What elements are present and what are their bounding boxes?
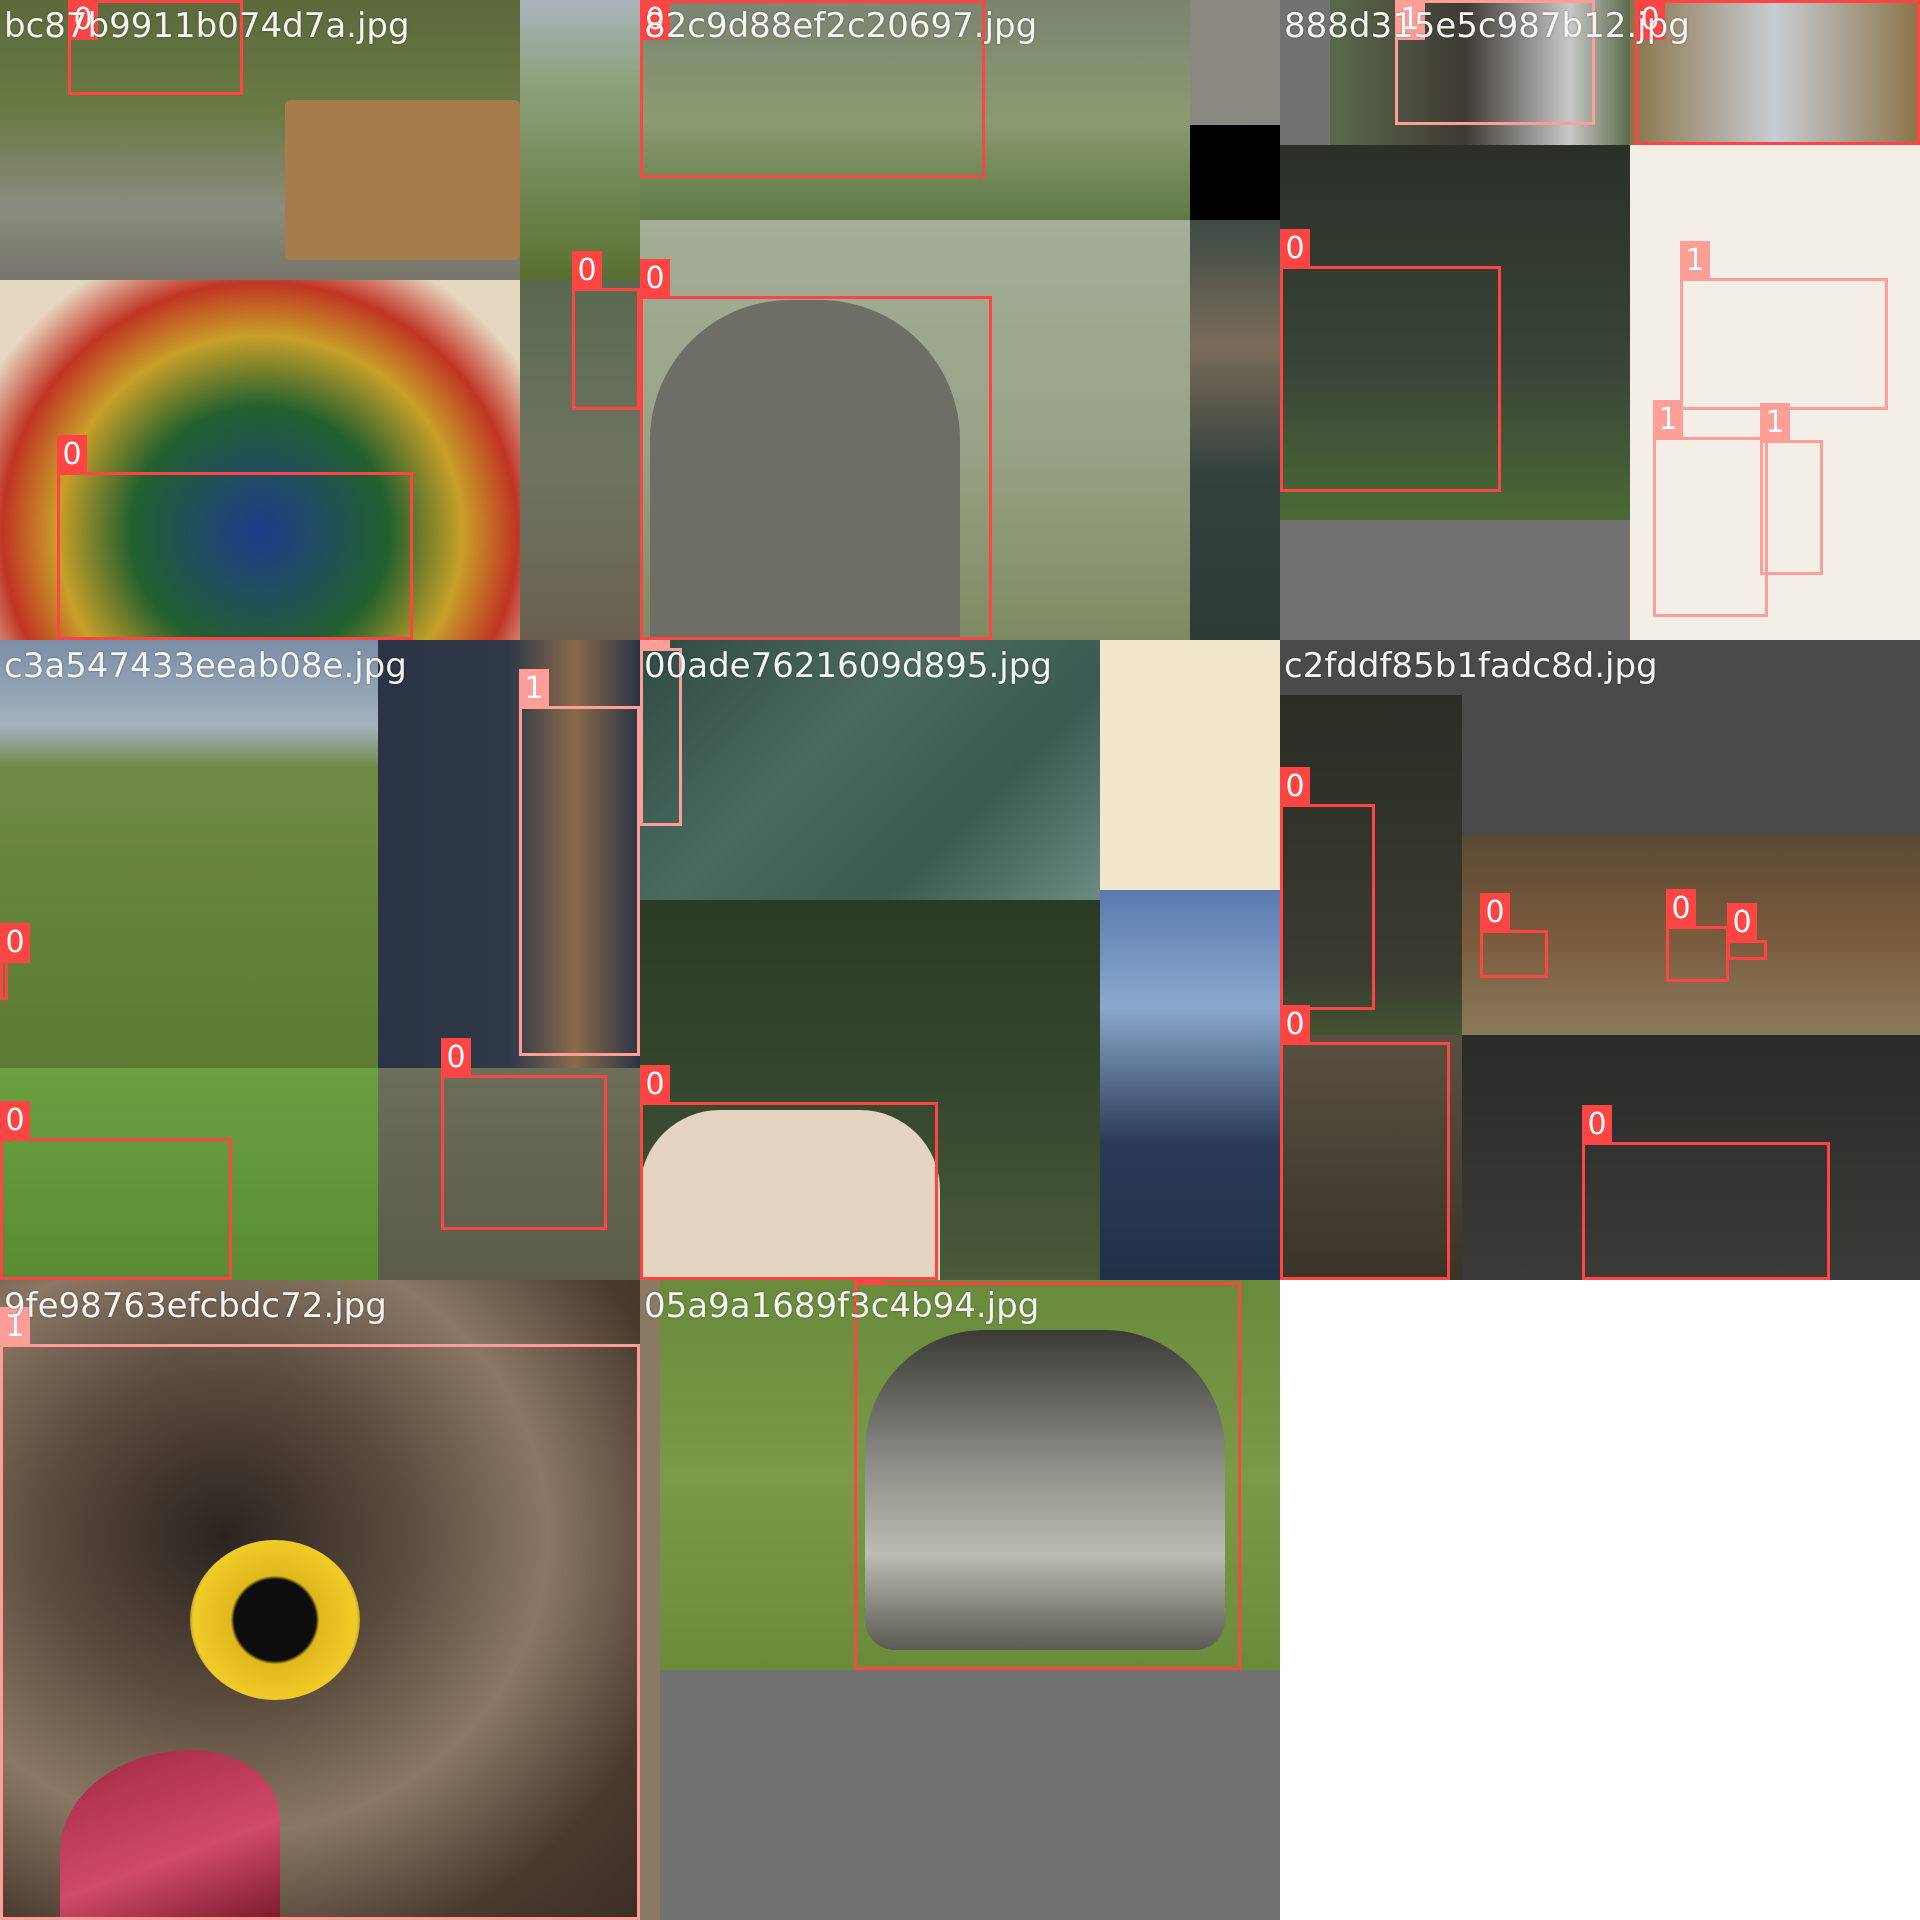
mosaic-tile: 0 0 0 0 0 0 c2fddf85b1fadc8d.jpg [1280, 640, 1920, 1280]
mosaic-tile: 0 05a9a1689f3c4b94.jpg [640, 1280, 1280, 1920]
tile-filename: 82c9d88ef2c20697.jpg [644, 6, 1038, 46]
detection-box: 0 [1280, 1005, 1450, 1280]
photo-patch [1462, 1035, 1920, 1280]
photo-patch [285, 100, 520, 260]
photo-patch [640, 640, 1100, 900]
class-label: 0 [0, 1101, 30, 1141]
photo-patch [1630, 145, 1920, 640]
detection-box: 0 [1666, 889, 1729, 982]
detection-box: 1 [1760, 403, 1823, 575]
photo-patch [660, 1670, 1280, 1920]
class-label: 0 [441, 1038, 471, 1078]
photo-patch [1100, 640, 1280, 890]
photo-patch [1280, 1035, 1462, 1280]
detection-box: 0 [0, 1101, 232, 1280]
photo-patch [378, 1068, 640, 1280]
photo-patch [1190, 0, 1280, 125]
photo-patch [1100, 890, 1280, 1280]
photo-patch [0, 1068, 378, 1280]
detection-box: 0 [572, 251, 640, 410]
detection-box: 0 [57, 435, 413, 640]
photo-patch [1280, 0, 1330, 145]
class-label: 0 [0, 923, 30, 963]
class-label: 1 [1653, 400, 1683, 440]
photo-patch [865, 1330, 1225, 1650]
tile-filename: 888d315e5c987b12.jpg [1284, 6, 1690, 46]
detection-box: 1 [0, 1307, 640, 1920]
detection-box: 0 [1280, 229, 1501, 492]
mosaic-tile: 0 0 82c9d88ef2c20697.jpg [640, 0, 1280, 640]
detection-box: 0 [1280, 767, 1375, 1010]
tile-filename: 00ade7621609d895.jpg [644, 646, 1052, 686]
photo-patch [1190, 125, 1280, 220]
class-label: 0 [1280, 229, 1310, 269]
class-label: 0 [68, 0, 98, 40]
photo-patch [640, 1280, 660, 1920]
class-label: 1 [1680, 241, 1710, 281]
tile-filename: c3a547433eeab08e.jpg [4, 646, 407, 686]
class-label: 0 [1727, 903, 1757, 943]
photo-patch [1330, 0, 1630, 145]
class-label: 0 [1582, 1105, 1612, 1145]
photo-patch [1462, 835, 1920, 1035]
photo-patch [520, 0, 640, 280]
photo-patch [1462, 695, 1920, 835]
detection-box: 0 [68, 0, 243, 95]
class-label: 1 [1395, 0, 1425, 40]
tile-filename: 9fe98763efcbdc72.jpg [4, 1286, 387, 1326]
tile-filename: c2fddf85b1fadc8d.jpg [1284, 646, 1658, 686]
photo-patch [640, 0, 1190, 220]
detection-box: 1 [1653, 400, 1768, 617]
detection-box: 0 [640, 0, 985, 178]
tile-filename: bc87b9911b074d7a.jpg [4, 6, 410, 46]
photo-patch [640, 1110, 940, 1280]
photo-patch [1280, 145, 1630, 520]
class-label: 0 [1480, 893, 1510, 933]
detection-box: 0 [640, 1065, 938, 1280]
photo-patch [1280, 695, 1462, 1090]
tile-filename: 05a9a1689f3c4b94.jpg [644, 1286, 1040, 1326]
detection-box: 0 [441, 1038, 607, 1230]
photo-patch [190, 1540, 360, 1700]
class-label: 0 [854, 1280, 884, 1285]
class-label: 0 [1666, 889, 1696, 929]
mosaic-tile: 1 9fe98763efcbdc72.jpg [0, 1280, 640, 1920]
detection-box: 1 [1680, 241, 1888, 410]
class-label: 0 [640, 640, 670, 651]
photo-patch [1280, 520, 1630, 640]
detection-box: 0 [1727, 903, 1767, 960]
mosaic-tile: 1 0 0 1 1 1 888d315e5c987b12.jpg [1280, 0, 1920, 640]
class-label: 1 [1760, 403, 1790, 443]
detection-box: 1 [1395, 0, 1595, 125]
class-label: 0 [1635, 0, 1665, 40]
detection-box: 0 [640, 259, 992, 640]
class-label: 0 [1280, 767, 1310, 807]
photo-patch [0, 640, 378, 1068]
class-label: 1 [0, 1307, 30, 1347]
detection-box: 0 [1582, 1105, 1830, 1280]
photo-patch [520, 280, 640, 640]
detection-box: 0 [1480, 893, 1548, 978]
mosaic-tile: 1 1 0 0 0 c3a547433eeab08e.jpg [0, 640, 640, 1280]
photo-patch [1280, 640, 1920, 695]
detection-box: 0 [1635, 0, 1920, 145]
detection-box: 0 [854, 1280, 1241, 1670]
detection-box: 1 [519, 669, 640, 1056]
detection-box: 0 [0, 923, 30, 1000]
mosaic-tile: 0 0 0 bc87b9911b074d7a.jpg [0, 0, 640, 640]
class-label: 0 [640, 1065, 670, 1105]
class-label: 0 [1280, 1005, 1310, 1045]
class-label: 0 [640, 259, 670, 299]
mosaic-tile: 0 0 00ade7621609d895.jpg [640, 640, 1280, 1280]
class-label: 0 [57, 435, 87, 475]
photo-patch [1630, 0, 1920, 145]
class-label: 0 [572, 251, 602, 291]
photo-patch [378, 640, 640, 1068]
detection-box: 0 [640, 640, 682, 826]
class-label: 0 [640, 0, 670, 40]
photo-patch [1190, 220, 1280, 640]
class-label: 1 [519, 669, 549, 709]
photo-patch [650, 300, 960, 640]
